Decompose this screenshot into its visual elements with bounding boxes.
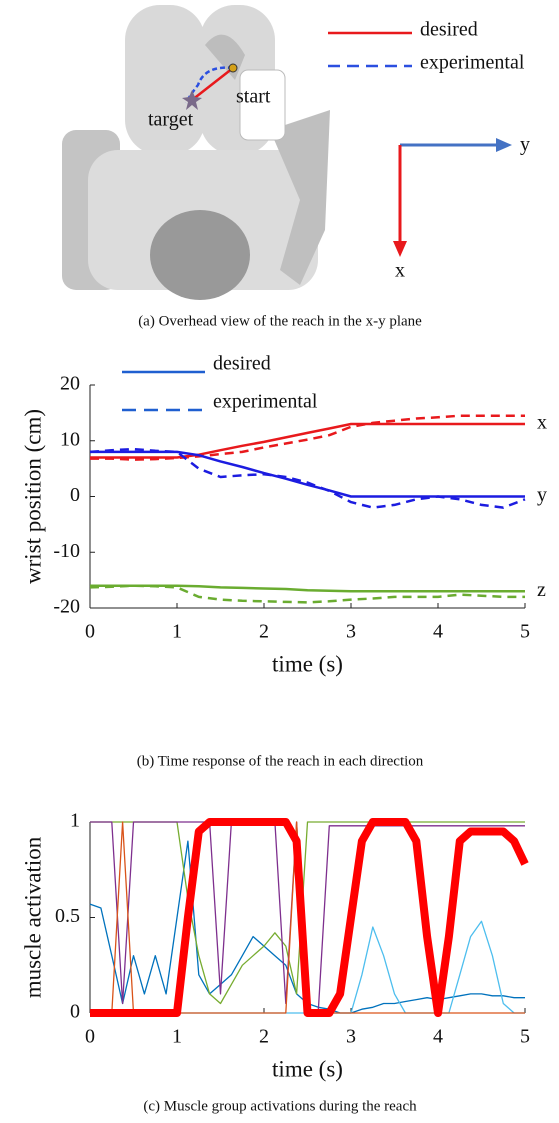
caption: (b) Time response of the reach in each d…: [137, 753, 424, 769]
y-tick-label: 1: [70, 810, 80, 832]
series-label: y: [537, 484, 547, 506]
series-line: [90, 818, 529, 1017]
arrow-head: [496, 138, 512, 152]
target-marker: [182, 90, 202, 110]
legend-label: experimental: [213, 391, 318, 413]
x-tick-label: 4: [433, 621, 443, 643]
y-axis-label: muscle activation: [20, 836, 45, 998]
experimental-line: [90, 414, 525, 461]
y-tick-label: 0: [70, 1001, 80, 1023]
x-tick-label: 4: [433, 1026, 443, 1048]
desired-line: [90, 584, 525, 593]
x-tick-label: 0: [85, 1026, 95, 1048]
legend-label: desired: [213, 353, 271, 375]
desired-line: [90, 422, 525, 459]
sleeve: [239, 69, 286, 141]
experimental-line: [89, 584, 525, 604]
axis-label: y: [520, 134, 530, 156]
left-shoulder: [125, 5, 205, 155]
y-tick-label: 0.5: [55, 905, 80, 927]
x-axis-label: time (s): [272, 651, 343, 676]
y-tick-label: 20: [60, 373, 80, 395]
target-label: target: [148, 109, 194, 131]
x-tick-label: 1: [172, 1026, 182, 1048]
desired-reach: [191, 67, 234, 101]
y-tick-label: 10: [60, 428, 80, 450]
series-label: x: [537, 412, 547, 434]
x-tick-label: 3: [346, 621, 356, 643]
x-tick-label: 2: [259, 621, 269, 643]
y-tick-label: -20: [53, 596, 80, 618]
arrow-head: [393, 241, 407, 257]
x-tick-label: 5: [520, 1026, 530, 1048]
x-tick-label: 3: [346, 1026, 356, 1048]
desired-line: [90, 450, 525, 498]
y-tick-label: 0: [70, 484, 80, 506]
x-tick-label: 5: [520, 621, 530, 643]
start-marker: [228, 63, 238, 73]
experimental-line: [89, 447, 526, 509]
x-tick-label: 0: [85, 621, 95, 643]
x-tick-label: 1: [172, 621, 182, 643]
caption: (a) Overhead view of the reach in the x-…: [138, 313, 422, 329]
head: [150, 210, 250, 300]
legend-label: experimental: [420, 52, 525, 74]
caption: (c) Muscle group activations during the …: [143, 1098, 417, 1114]
right-arm: [270, 110, 330, 285]
y-axis-label: wrist position (cm): [20, 409, 45, 584]
x-axis-label: time (s): [272, 1056, 343, 1081]
axis-label: x: [395, 260, 405, 282]
y-tick-label: -10: [53, 540, 80, 562]
start-label: start: [236, 86, 271, 108]
legend-label: desired: [420, 19, 478, 41]
series-label: z: [537, 579, 546, 601]
overhead-drawing: [62, 5, 330, 300]
x-tick-label: 2: [259, 1026, 269, 1048]
